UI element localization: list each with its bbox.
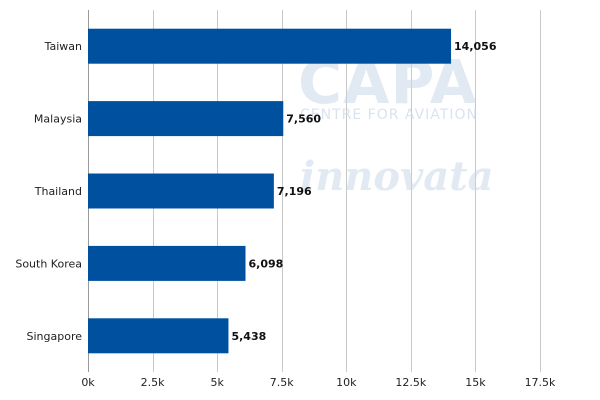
data-label: 6,098 bbox=[249, 257, 284, 270]
watermark-logo-subtitle: CENTRE FOR AVIATION bbox=[300, 107, 478, 123]
category-label: Malaysia bbox=[34, 113, 82, 126]
category-label: Thailand bbox=[34, 185, 82, 198]
data-label: 14,056 bbox=[454, 40, 497, 53]
bars bbox=[88, 28, 452, 354]
category-label: Taiwan bbox=[44, 40, 82, 53]
x-tick-label: 2.5k bbox=[141, 376, 165, 389]
data-labels: 14,056 7,560 7,196 6,098 5,438 bbox=[231, 40, 496, 343]
bar bbox=[88, 173, 274, 209]
x-tick-label: 10k bbox=[336, 376, 357, 389]
watermark: CAPA CENTRE FOR AVIATION innovata bbox=[298, 48, 494, 200]
bar bbox=[88, 245, 246, 281]
bar bbox=[88, 28, 452, 64]
data-label: 7,196 bbox=[277, 185, 312, 198]
bar bbox=[88, 101, 284, 137]
x-tick-label: 12.5k bbox=[395, 376, 426, 389]
watermark-partner-text: innovata bbox=[300, 153, 494, 200]
x-tick-label: 0k bbox=[81, 376, 95, 389]
x-tick-label: 5k bbox=[210, 376, 224, 389]
x-tick-label: 7.5k bbox=[270, 376, 294, 389]
category-label: South Korea bbox=[15, 257, 82, 270]
category-label: Singapore bbox=[27, 330, 83, 343]
data-label: 7,560 bbox=[286, 113, 321, 126]
x-axis-ticks: 0k 2.5k 5k 7.5k 10k 12.5k 15k 17.5k bbox=[81, 376, 556, 389]
x-tick-label: 15k bbox=[465, 376, 486, 389]
bar bbox=[88, 318, 229, 354]
category-labels: Taiwan Malaysia Thailand South Korea Singapo… bbox=[15, 40, 82, 343]
x-tick-label: 17.5k bbox=[525, 376, 556, 389]
data-label: 5,438 bbox=[231, 330, 266, 343]
